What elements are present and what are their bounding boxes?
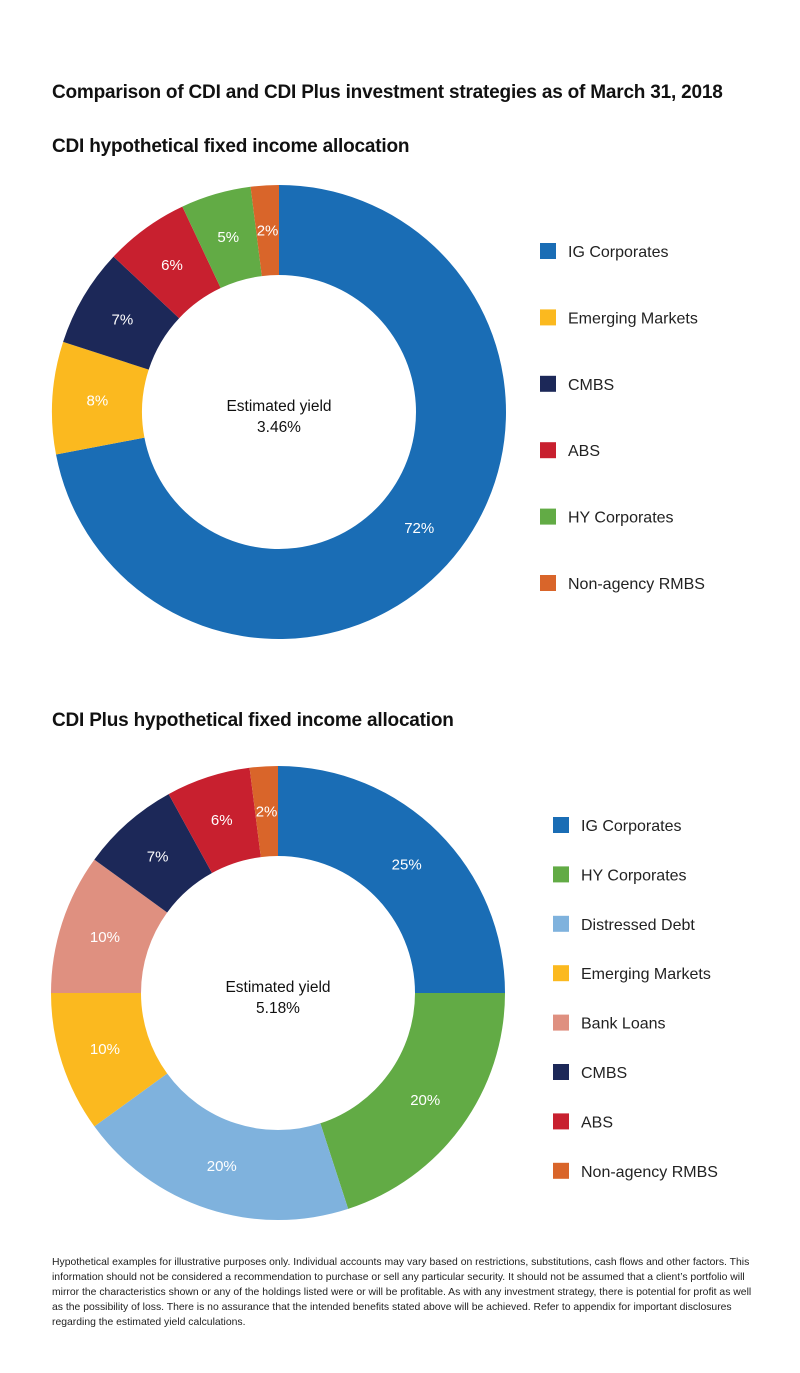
page-title: Comparison of CDI and CDI Plus investmen…	[52, 82, 723, 103]
data-label-emerging-markets: 8%	[87, 393, 109, 410]
legend-swatch-non-agency-rmbs	[553, 1162, 569, 1179]
legend-swatch-abs	[553, 1113, 569, 1130]
center-label: Estimated yield	[225, 979, 330, 996]
legend-swatch-hy-corporates	[540, 508, 556, 525]
legend-swatch-hy-corporates	[553, 866, 569, 883]
slice-emerging-markets	[51, 993, 168, 1127]
legend-label-emerging-markets: Emerging Markets	[581, 966, 711, 983]
chart-1-title: CDI hypothetical fixed income allocation	[52, 136, 410, 157]
legend-label-ig-corporates: IG Corporates	[581, 818, 681, 835]
data-label-abs: 6%	[161, 257, 183, 274]
legend-swatch-non-agency-rmbs	[540, 575, 556, 591]
slice-abs	[168, 767, 261, 873]
slice-bank-loans	[51, 859, 168, 993]
slice-hy-corporates	[320, 993, 505, 1209]
legend-label-abs: ABS	[581, 1114, 613, 1131]
legend-label-bank-loans: Bank Loans	[581, 1016, 666, 1033]
legend-label-non-agency-rmbs: Non-agency RMBS	[581, 1164, 718, 1181]
center-label: Estimated yield	[226, 398, 331, 415]
legend-label-cmbs: CMBS	[581, 1065, 627, 1082]
chart-2-title: CDI Plus hypothetical fixed income alloc…	[52, 710, 454, 731]
data-label-bank-loans: 10%	[90, 929, 120, 946]
legend-swatch-abs	[540, 442, 556, 459]
data-label-hy-corporates: 20%	[410, 1092, 440, 1109]
slice-non-agency-rmbs	[250, 185, 279, 277]
legend-label-distressed-debt: Distressed Debt	[581, 917, 695, 934]
center-value: 3.46%	[257, 419, 301, 436]
legend-label-hy-corporates: HY Corporates	[568, 510, 674, 527]
data-label-non-agency-rmbs: 2%	[256, 803, 278, 820]
legend-label-non-agency-rmbs: Non-agency RMBS	[568, 576, 705, 593]
legend-swatch-distressed-debt	[553, 915, 569, 932]
legend-swatch-bank-loans	[553, 1014, 569, 1031]
slice-cmbs	[94, 794, 212, 913]
legend-label-hy-corporates: HY Corporates	[581, 867, 687, 884]
slice-ig-corporates	[56, 185, 507, 639]
legend-swatch-ig-corporates	[540, 243, 556, 259]
footnote: Hypothetical examples for illustrative p…	[52, 1257, 752, 1328]
data-label-non-agency-rmbs: 2%	[257, 222, 279, 239]
legend-swatch-ig-corporates	[553, 817, 569, 833]
center-value: 5.18%	[256, 1000, 300, 1017]
data-label-ig-corporates: 72%	[404, 520, 434, 537]
slice-ig-corporates	[278, 766, 505, 993]
legend-swatch-cmbs	[540, 375, 556, 392]
slice-cmbs	[63, 256, 180, 370]
legend-label-ig-corporates: IG Corporates	[568, 244, 668, 261]
cdi-plus-donut-chart: 25% IG Corporates 20% HY Corporates 20% Distr…	[51, 766, 718, 1220]
data-label-hy-corporates: 5%	[217, 229, 239, 246]
slice-hy-corporates	[182, 186, 262, 289]
legend-swatch-emerging-markets	[540, 309, 556, 326]
slice-abs	[113, 206, 221, 319]
data-label-cmbs: 7%	[147, 848, 169, 865]
data-label-ig-corporates: 25%	[392, 856, 422, 873]
slice-distressed-debt	[94, 1073, 349, 1220]
legend-swatch-cmbs	[553, 1064, 569, 1080]
legend-label-cmbs: CMBS	[568, 377, 614, 394]
data-label-cmbs: 7%	[112, 311, 134, 328]
data-label-abs: 6%	[211, 812, 233, 829]
legend-label-emerging-markets: Emerging Markets	[568, 310, 698, 327]
legend-swatch-emerging-markets	[553, 965, 569, 982]
cdi-donut-chart: 72% IG Corporates 8% Emerging Markets 7% CMBS…	[51, 185, 705, 639]
slice-emerging-markets	[51, 341, 149, 455]
legend-label-abs: ABS	[568, 443, 600, 460]
slice-non-agency-rmbs	[249, 766, 278, 858]
data-label-emerging-markets: 10%	[90, 1041, 120, 1058]
data-label-distressed-debt: 20%	[207, 1158, 237, 1175]
